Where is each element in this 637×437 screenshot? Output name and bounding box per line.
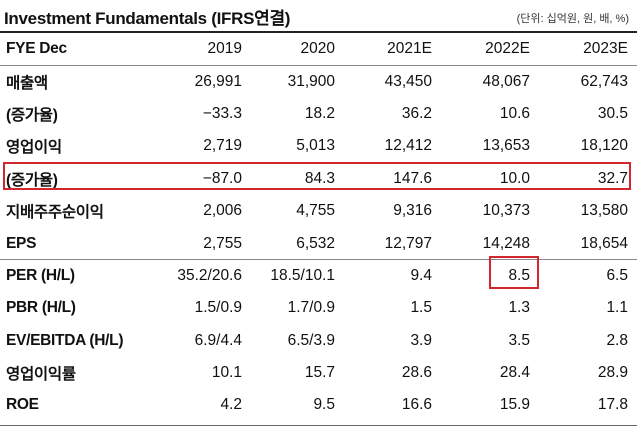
table-cell: 6.5/3.9	[287, 331, 335, 349]
table-row: 지배주주순이익 2,006 4,755 9,316 10,373 13,580	[0, 195, 637, 227]
table-cell: 32.7	[597, 169, 628, 187]
row-label: PBR (H/L)	[6, 299, 76, 317]
table-cell: 9.5	[313, 396, 335, 414]
table-cell: 2.8	[606, 331, 628, 349]
table-row: 영업이익률 10.1 15.7 28.6 28.4 28.9	[0, 357, 637, 389]
table-cell: 17.8	[597, 396, 628, 414]
table-cell: 84.3	[304, 169, 335, 187]
row-label: 지배주주순이익	[6, 204, 104, 222]
highlight-cell-box	[489, 256, 539, 289]
table-cell: 36.2	[401, 104, 432, 122]
table-cell: 62,743	[580, 72, 628, 90]
header-label: FYE Dec	[6, 40, 67, 58]
header-year: 2020	[300, 40, 335, 58]
table-row: PER (H/L) 35.2/20.6 18.5/10.1 9.4 8.5 6.…	[0, 260, 637, 292]
row-label: 영업이익률	[6, 366, 76, 384]
table-cell: 1.3	[508, 299, 530, 317]
table-cell: 13,653	[482, 137, 530, 155]
table-row: EPS 2,755 6,532 12,797 14,248 18,654	[0, 227, 637, 259]
table-cell: 18.5/10.1	[270, 266, 335, 284]
table-cell: 10.1	[211, 364, 242, 382]
table-cell: 28.6	[401, 364, 432, 382]
row-label: (증가율)	[6, 106, 58, 124]
table-cell: 4.2	[220, 396, 242, 414]
table-cell: 15.9	[499, 396, 530, 414]
table-cell: 1.5/0.9	[194, 299, 242, 317]
table-cell: 12,797	[384, 234, 432, 252]
table-cell: 6.9/4.4	[194, 331, 242, 349]
table-cell: 4,755	[296, 202, 335, 220]
row-label: 매출액	[6, 74, 48, 92]
row-label: PER (H/L)	[6, 266, 75, 284]
table-cell: 6.5	[606, 266, 628, 284]
table-title: Investment Fundamentals (IFRS연결)	[4, 9, 291, 28]
table-cell: 48,067	[482, 72, 530, 90]
top-rule	[0, 31, 637, 33]
table-cell: 26,991	[194, 72, 242, 90]
table-cell: 6,532	[296, 234, 335, 252]
table-cell: 10,373	[482, 202, 530, 220]
table-cell: 1.5	[410, 299, 432, 317]
table-cell: 10.6	[499, 104, 530, 122]
table-cell: 13,580	[580, 202, 628, 220]
table-cell: 9.4	[410, 266, 432, 284]
table-row: (증가율) −33.3 18.2 36.2 10.6 30.5	[0, 98, 637, 130]
table-cell: 15.7	[304, 364, 335, 382]
table-cell: 30.5	[597, 104, 628, 122]
table-cell: 18,120	[580, 137, 628, 155]
row-label: (증가율)	[6, 171, 58, 189]
table-cell: −33.3	[202, 104, 242, 122]
header-year: 2021E	[387, 40, 432, 58]
table-row: 영업이익 2,719 5,013 12,412 13,653 18,120	[0, 130, 637, 162]
section-divider	[0, 259, 637, 260]
table-cell: 28.9	[597, 364, 628, 382]
table-cell: 2,006	[203, 202, 242, 220]
fundamentals-table: FYE Dec 2019 2020 2021E 2022E 2023E 매출액 …	[0, 33, 637, 422]
table-row: ROE 4.2 9.5 16.6 15.9 17.8	[0, 389, 637, 421]
header-row: FYE Dec 2019 2020 2021E 2022E 2023E	[0, 33, 637, 65]
table-cell: 147.6	[393, 169, 432, 187]
table-cell: 35.2/20.6	[177, 266, 242, 284]
highlight-row-box	[3, 162, 631, 190]
header-year: 2022E	[485, 40, 530, 58]
table-row: PBR (H/L) 1.5/0.9 1.7/0.9 1.5 1.3 1.1	[0, 292, 637, 324]
table-cell: 3.9	[410, 331, 432, 349]
table-cell: 10.0	[499, 169, 530, 187]
row-label: ROE	[6, 396, 39, 414]
bottom-rule	[0, 425, 637, 426]
row-label: 영업이익	[6, 139, 62, 157]
table-cell: −87.0	[202, 169, 242, 187]
table-row: EV/EBITDA (H/L) 6.9/4.4 6.5/3.9 3.9 3.5 …	[0, 325, 637, 357]
table-cell: 2,719	[203, 137, 242, 155]
table-cell: 5,013	[296, 137, 335, 155]
table-cell: 18,654	[580, 234, 628, 252]
row-label: EV/EBITDA (H/L)	[6, 331, 124, 349]
table-row: 매출액 26,991 31,900 43,450 48,067 62,743	[0, 65, 637, 97]
table-cell: 9,316	[393, 202, 432, 220]
table-cell: 12,412	[384, 137, 432, 155]
unit-note: (단위: 십억원, 원, 배, %)	[516, 13, 629, 25]
row-label: EPS	[6, 234, 37, 252]
table-cell: 1.7/0.9	[287, 299, 335, 317]
table-cell: 2,755	[203, 234, 242, 252]
table-row: (증가율) −87.0 84.3 147.6 10.0 32.7	[0, 163, 637, 195]
table-cell: 16.6	[401, 396, 432, 414]
header-year: 2023E	[583, 40, 628, 58]
table-cell: 8.5	[508, 266, 530, 284]
table-cell: 3.5	[508, 331, 530, 349]
header-year: 2019	[207, 40, 242, 58]
table-cell: 31,900	[287, 72, 335, 90]
table-cell: 28.4	[499, 364, 530, 382]
table-cell: 18.2	[304, 104, 335, 122]
header-divider	[0, 65, 637, 66]
table-cell: 43,450	[384, 72, 432, 90]
table-cell: 14,248	[482, 234, 530, 252]
table-cell: 1.1	[606, 299, 628, 317]
